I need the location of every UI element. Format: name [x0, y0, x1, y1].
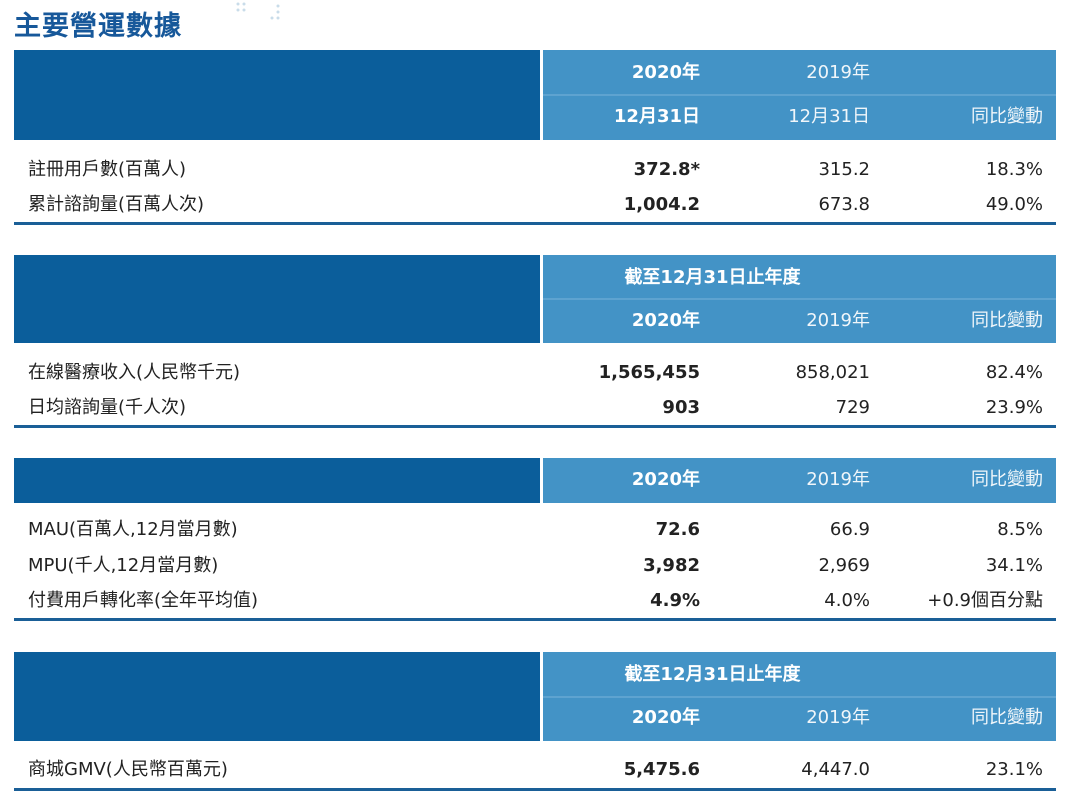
- header-cell: 2020年: [631, 707, 700, 728]
- header-cell: 2019年: [806, 469, 870, 490]
- header-cell: 同比變動: [971, 469, 1043, 490]
- cell: 34.1%: [985, 555, 1043, 576]
- cell: 23.9%: [985, 397, 1043, 418]
- table-rule: [14, 788, 1056, 791]
- header-divider: [543, 695, 1056, 698]
- cell: +0.9個百分點: [927, 590, 1043, 611]
- header-cell: 12月31日: [788, 106, 870, 127]
- cell: 82.4%: [985, 362, 1043, 383]
- cell: 49.0%: [985, 194, 1043, 215]
- header-cell: 同比變動: [971, 106, 1043, 127]
- decoration: [236, 2, 280, 20]
- row-label: 註冊用戶數(百萬人): [28, 159, 187, 180]
- header-divider: [543, 298, 1056, 300]
- header-cell: 2020年: [631, 62, 700, 83]
- header-band-left: [14, 652, 540, 741]
- cell: 1,565,455: [598, 362, 700, 383]
- row-label: 日均諮詢量(千人次): [28, 397, 187, 418]
- table-rule: [14, 425, 1056, 428]
- cell: 5,475.6: [623, 759, 700, 780]
- cell: 315.2: [818, 159, 870, 180]
- cell: 66.9: [829, 519, 870, 540]
- header-cell: 2019年: [806, 310, 870, 331]
- cell: 23.1%: [985, 759, 1043, 780]
- cell: 8.5%: [997, 519, 1043, 540]
- cell: 72.6: [655, 519, 700, 540]
- header-span: 截至12月31日止年度: [624, 267, 801, 288]
- row-label: MPU(千人,12月當月數): [28, 555, 219, 576]
- row-label: 累計諮詢量(百萬人次): [28, 194, 205, 215]
- header-band-left: [14, 50, 540, 140]
- header-cell: 2019年: [806, 62, 870, 83]
- row-label: 付費用戶轉化率(全年平均值): [28, 590, 259, 611]
- header-divider: [543, 94, 1056, 96]
- header-cell: 2019年: [806, 707, 870, 728]
- cell: 729: [835, 397, 870, 418]
- header-cell: 12月31日: [613, 106, 700, 127]
- header-band-left: [14, 255, 540, 343]
- cell: 18.3%: [985, 159, 1043, 180]
- table-rule: [14, 618, 1056, 621]
- cell: 673.8: [818, 194, 870, 215]
- header-span: 截至12月31日止年度: [624, 664, 801, 685]
- row-label: 商城GMV(人民幣百萬元): [28, 759, 228, 780]
- cell: 372.8*: [633, 159, 700, 180]
- cell: 4.0%: [824, 590, 870, 611]
- header-cell: 2020年: [631, 469, 700, 490]
- cell: 4,447.0: [801, 759, 870, 780]
- cell: 2,969: [818, 555, 870, 576]
- header-band-left: [14, 458, 540, 503]
- page-title: 主要營運數據: [14, 11, 182, 42]
- row-label: 在線醫療收入(人民幣千元): [28, 362, 241, 383]
- cell: 903: [662, 397, 700, 418]
- table-rule: [14, 222, 1056, 225]
- cell: 1,004.2: [623, 194, 700, 215]
- cell: 4.9%: [650, 590, 700, 611]
- header-band-right: [543, 458, 1056, 503]
- cell: 858,021: [795, 362, 870, 383]
- cell: 3,982: [643, 555, 700, 576]
- header-cell: 2020年: [631, 310, 700, 331]
- header-cell: 同比變動: [971, 707, 1043, 728]
- row-label: MAU(百萬人,12月當月數): [28, 519, 238, 540]
- header-cell: 同比變動: [971, 310, 1043, 331]
